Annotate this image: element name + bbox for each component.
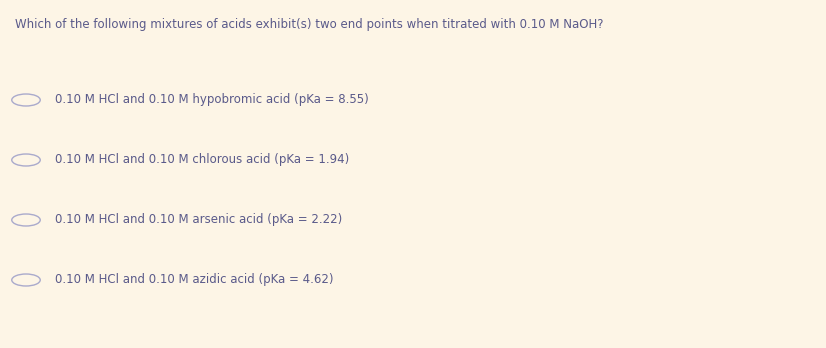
Text: 0.10 M HCl and 0.10 M arsenic acid (pKa = 2.22): 0.10 M HCl and 0.10 M arsenic acid (pKa …	[55, 214, 342, 227]
Text: Which of the following mixtures of acids exhibit(s) two end points when titrated: Which of the following mixtures of acids…	[15, 18, 604, 31]
Text: 0.10 M HCl and 0.10 M hypobromic acid (pKa = 8.55): 0.10 M HCl and 0.10 M hypobromic acid (p…	[55, 94, 368, 106]
Text: 0.10 M HCl and 0.10 M azidic acid (pKa = 4.62): 0.10 M HCl and 0.10 M azidic acid (pKa =…	[55, 274, 334, 286]
Text: 0.10 M HCl and 0.10 M chlorous acid (pKa = 1.94): 0.10 M HCl and 0.10 M chlorous acid (pKa…	[55, 153, 349, 166]
